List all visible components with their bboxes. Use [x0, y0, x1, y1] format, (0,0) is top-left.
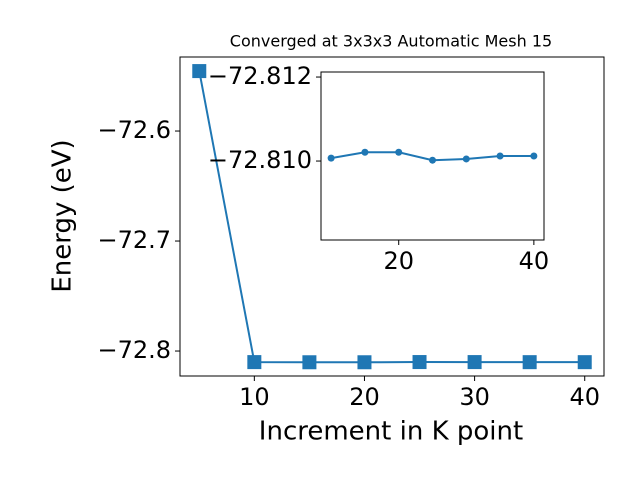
x-tick-label: 10 [239, 383, 270, 411]
data-point [522, 355, 537, 370]
data-point [357, 355, 372, 370]
x-tick-label: 40 [519, 247, 550, 275]
chart-title: Converged at 3x3x3 Automatic Mesh 15 [230, 32, 552, 51]
data-point [302, 355, 317, 370]
data-point [467, 355, 482, 370]
data-point [192, 64, 207, 79]
data-line [198, 70, 585, 364]
y-axis-label: Energy (eV) [48, 139, 78, 292]
inset-point [395, 148, 403, 156]
inset-point [530, 152, 538, 160]
inset-frame [320, 71, 545, 241]
inset-point [462, 155, 470, 163]
plot-frame [179, 56, 605, 377]
y-tick-label: −72.810 [208, 146, 312, 174]
inset-point [429, 156, 436, 164]
y-tick-label: −72.6 [97, 116, 171, 144]
x-tick-label: 20 [383, 247, 414, 275]
inset-point [496, 152, 504, 160]
data-point [577, 355, 592, 370]
y-tick-label: −72.7 [97, 226, 171, 254]
inset-point [327, 154, 335, 162]
y-tick-label: −72.8 [97, 336, 171, 364]
data-point [247, 355, 262, 370]
x-tick-label: 20 [349, 383, 380, 411]
inset-point [361, 148, 369, 156]
x-axis-label: Increment in K point [259, 417, 523, 447]
y-tick-label: −72.812 [208, 62, 312, 90]
x-tick-label: 30 [459, 383, 490, 411]
data-point [412, 355, 427, 370]
x-tick-label: 40 [569, 383, 600, 411]
